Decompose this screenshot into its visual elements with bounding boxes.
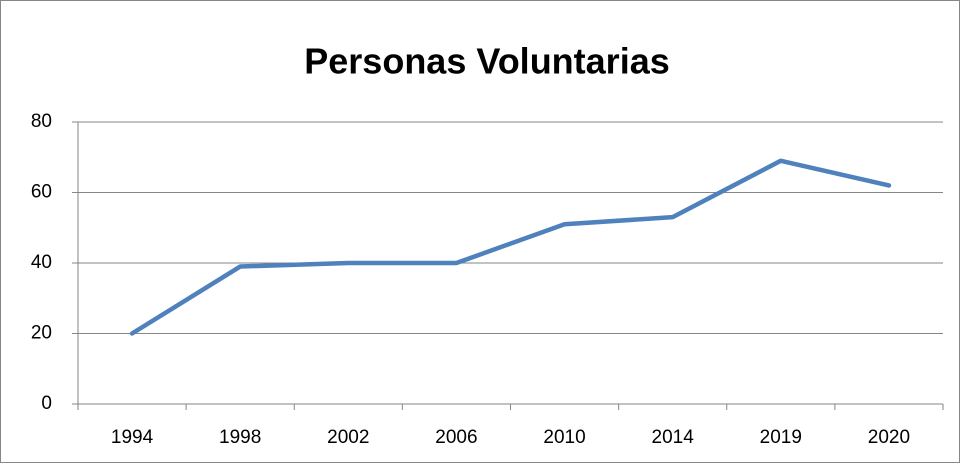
data-line [129, 158, 892, 336]
chart-title: Personas Voluntarias [304, 41, 669, 82]
x-tick-label: 2010 [543, 427, 585, 448]
y-tick-label: 0 [41, 393, 52, 414]
x-tick-label: 2002 [327, 427, 369, 448]
x-tick-label: 2019 [760, 427, 802, 448]
y-tick-label: 40 [31, 252, 52, 273]
x-tick-label: 2020 [868, 427, 910, 448]
x-tick-label: 1994 [111, 427, 154, 448]
x-tick-label: 1998 [219, 427, 261, 448]
y-tick-label: 80 [31, 111, 52, 132]
y-tick-label: 20 [31, 323, 52, 344]
y-tick-label: 60 [31, 182, 52, 203]
x-tick-label: 2006 [435, 427, 477, 448]
x-tick-label: 2014 [652, 427, 695, 448]
